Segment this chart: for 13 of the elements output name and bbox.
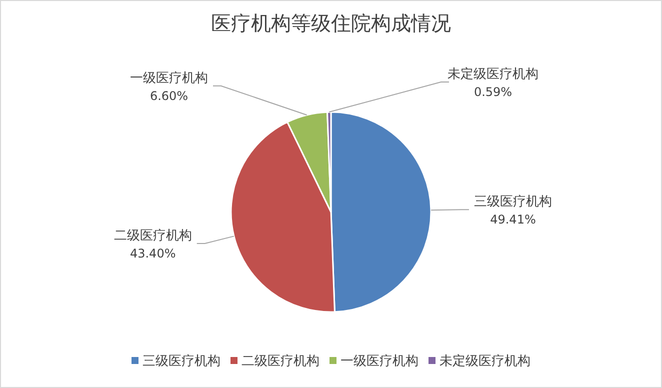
- data-label: 6.60%: [150, 88, 188, 103]
- slice-label: 一级医疗机构: [130, 70, 208, 86]
- legend-label: 未定级医疗机构: [440, 354, 530, 369]
- data-label: 0.59%: [474, 85, 512, 100]
- legend-label: 一级医疗机构: [340, 354, 418, 369]
- slice-label: 二级医疗机构: [114, 228, 192, 244]
- slice-label: 未定级医疗机构: [448, 67, 538, 82]
- data-label: 43.40%: [130, 246, 176, 260]
- legend-label: 三级医疗机构: [142, 354, 220, 369]
- legend-label: 二级医疗机构: [242, 354, 320, 369]
- data-label: 49.41%: [490, 212, 536, 227]
- slice-label: 三级医疗机构: [474, 194, 552, 210]
- chart-title: 医疗机构等级住院构成情况: [211, 11, 451, 35]
